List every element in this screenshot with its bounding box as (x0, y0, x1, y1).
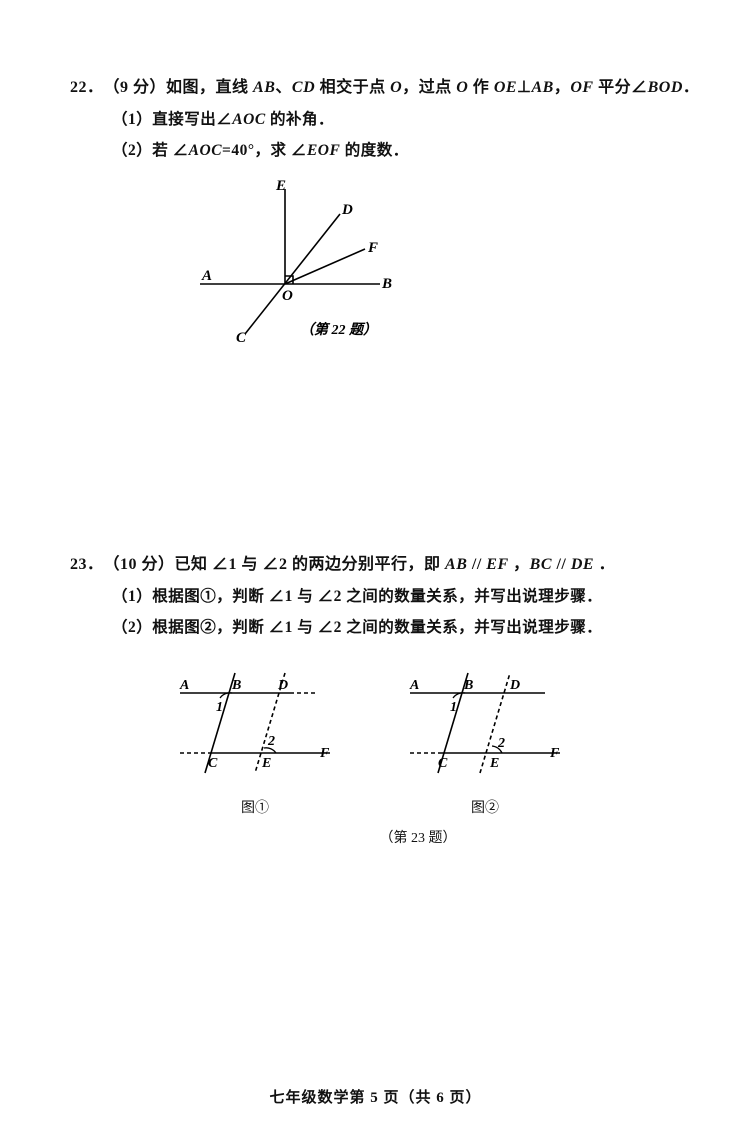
label-E: E (275, 178, 286, 194)
q23-fig2-icon: A B D C E F 1 2 (400, 663, 570, 788)
q23-main-caption: （第 23 题） (130, 827, 706, 847)
fig2-label-B: B (463, 678, 473, 693)
fig2-label-A: A (409, 678, 419, 693)
q23-fig1-icon: A B D C E F 1 2 (170, 663, 340, 788)
page: 22． （9 分）如图，直线 AB、CD 相交于点 O，过点 O 作 OE⊥AB… (0, 0, 751, 1139)
q22-points: （9 分） (104, 79, 167, 96)
fig2-label-2: 2 (497, 736, 505, 751)
label-D: D (341, 202, 353, 218)
q23-sub1: （1）根据图①，判断 ∠1 与 ∠2 之间的数量关系，并写出说理步骤． (112, 581, 706, 612)
q23-fig1-caption: 图① (170, 797, 340, 817)
fig1-label-B: B (231, 678, 241, 693)
fig1-label-D: D (277, 678, 288, 693)
fig1-label-A: A (179, 678, 189, 693)
fig1-label-F: F (319, 746, 330, 761)
q22-diagram-icon: A B C D E F O （第 22 题） (190, 174, 400, 344)
q23-fig2-caption: 图② (400, 797, 570, 817)
q22-sub1: （1）直接写出∠AOC 的补角． (112, 104, 706, 135)
fig2-label-1: 1 (450, 700, 457, 715)
q23-stem-text: （10 分）已知 ∠1 与 ∠2 的两边分别平行，即 AB // EF ，BC … (104, 549, 706, 581)
label-C: C (236, 330, 247, 344)
problem-23-stem: 23． （10 分）已知 ∠1 与 ∠2 的两边分别平行，即 AB // EF … (70, 549, 706, 581)
page-footer: 七年级数学第 5 页（共 6 页） (0, 1086, 751, 1107)
label-O: O (282, 288, 293, 304)
q23-points: （10 分） (104, 556, 175, 573)
problem-23: 23． （10 分）已知 ∠1 与 ∠2 的两边分别平行，即 AB // EF … (70, 549, 706, 847)
problem-22-stem: 22． （9 分）如图，直线 AB、CD 相交于点 O，过点 O 作 OE⊥AB… (70, 72, 706, 104)
q23-sub2: （2）根据图②，判断 ∠1 与 ∠2 之间的数量关系，并写出说理步骤． (112, 612, 706, 643)
problem-22: 22． （9 分）如图，直线 AB、CD 相交于点 O，过点 O 作 OE⊥AB… (70, 72, 706, 349)
label-F: F (367, 240, 378, 256)
fig1-label-2: 2 (267, 734, 275, 749)
q22-sub2: （2）若 ∠AOC=40°，求 ∠EOF 的度数． (112, 135, 706, 166)
q23-figure-2: A B D C E F 1 2 图② (400, 663, 570, 817)
fig1-label-C: C (208, 756, 218, 771)
fig2-label-D: D (509, 678, 520, 693)
fig2-label-F: F (549, 746, 560, 761)
q23-number: 23． (70, 549, 104, 581)
q22-number: 22． (70, 72, 104, 104)
label-A: A (201, 268, 212, 284)
fig2-label-E: E (489, 756, 499, 771)
fig2-label-C: C (438, 756, 448, 771)
fig1-label-E: E (261, 756, 271, 771)
q22-stem-text: （9 分）如图，直线 AB、CD 相交于点 O，过点 O 作 OE⊥AB，OF … (104, 72, 706, 104)
q22-figure: A B C D E F O （第 22 题） (190, 174, 706, 349)
q22-fig-caption: （第 22 题） (300, 321, 377, 338)
q23-figure-1: A B D C E F 1 2 图① (170, 663, 340, 817)
fig1-label-1: 1 (216, 700, 223, 715)
label-B: B (381, 276, 392, 292)
q23-figures: A B D C E F 1 2 图① (170, 663, 706, 817)
